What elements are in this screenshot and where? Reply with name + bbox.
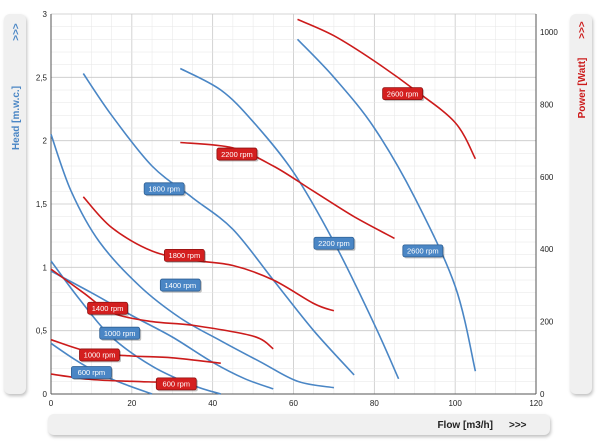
- power-curve: [50, 338, 221, 364]
- y-left-tick-label: 3: [43, 10, 48, 19]
- head-curve: [50, 270, 274, 390]
- head-rpm-label: 600 rpm: [71, 366, 113, 380]
- grid: [50, 13, 537, 395]
- label-text: 1800 rpm: [169, 251, 201, 260]
- y-left-axis-arrow: >>>: [11, 23, 22, 41]
- label-box: [155, 377, 197, 391]
- label-text: 1000 rpm: [104, 329, 136, 338]
- power-curve: [82, 196, 335, 312]
- y-right-axis-arrow: >>>: [577, 21, 588, 39]
- y-right-tick-label: 800: [540, 100, 554, 109]
- x-tick-label: 100: [448, 399, 462, 408]
- label-text: 600 rpm: [163, 380, 191, 389]
- label-text: 1800 rpm: [148, 185, 180, 194]
- left-axis-panel: [4, 14, 26, 394]
- y-right-tick-label: 600: [540, 173, 554, 182]
- label-box: [79, 348, 120, 362]
- head-curve: [179, 67, 400, 380]
- power-curve: [297, 18, 477, 160]
- head-rpm-label: 2600 rpm: [402, 244, 445, 259]
- y-left-tick-label: 2,5: [36, 73, 48, 82]
- head-rpm-label: 1800 rpm: [143, 182, 186, 197]
- y-left-tick-label: 2: [43, 137, 48, 146]
- label-text: 1400 rpm: [164, 281, 196, 290]
- right-axis-panel: [570, 14, 592, 394]
- head-curves: [50, 38, 477, 395]
- y-right-tick-label: 0: [540, 390, 545, 399]
- y-left-tick-label: 0: [43, 390, 48, 399]
- y-left-tick-label: 1: [43, 263, 48, 272]
- label-text: 2600 rpm: [407, 247, 439, 256]
- label-box: [99, 326, 141, 340]
- label-box: [87, 301, 128, 315]
- y-left-tick-label: 0,5: [36, 327, 48, 336]
- y-left-axis-title: Head [m.w.c.]: [11, 86, 22, 150]
- x-axis-panel: [48, 414, 550, 435]
- power-curve: [50, 268, 274, 350]
- x-tick-label: 40: [208, 399, 217, 408]
- x-tick-label: 60: [289, 399, 298, 408]
- label-text: 1400 rpm: [92, 304, 124, 313]
- power-curve: [50, 373, 157, 383]
- power-rpm-label: 1000 rpm: [79, 348, 121, 363]
- label-box: [382, 87, 424, 101]
- y-right-tick-label: 400: [540, 245, 554, 254]
- power-rpm-label: 1800 rpm: [163, 248, 206, 263]
- head-curve: [50, 134, 335, 389]
- x-axis-title: Flow [m3/h]: [437, 420, 493, 431]
- label-text: 600 rpm: [78, 368, 106, 377]
- x-axis-arrow: >>>: [509, 420, 527, 431]
- label-box: [143, 182, 185, 196]
- label-box: [163, 248, 205, 262]
- head-rpm-label: 2200 rpm: [313, 236, 356, 251]
- label-text: 1000 rpm: [84, 351, 116, 360]
- label-box: [216, 147, 258, 161]
- x-tick-label: 0: [49, 399, 54, 408]
- label-text: 2200 rpm: [221, 150, 253, 159]
- label-box: [313, 236, 355, 250]
- x-tick-label: 20: [127, 399, 136, 408]
- label-text: 2200 rpm: [318, 239, 350, 248]
- y-right-axis-title: Power [Watt]: [577, 58, 588, 119]
- head-curve: [296, 38, 477, 372]
- axes: [50, 14, 537, 395]
- head-rpm-label: 1400 rpm: [159, 278, 202, 293]
- power-rpm-label: 1400 rpm: [87, 301, 130, 316]
- y-right-tick-label: 1000: [540, 28, 558, 37]
- power-rpm-label: 2600 rpm: [382, 87, 425, 102]
- x-tick-label: 80: [370, 399, 379, 408]
- power-rpm-label: 600 rpm: [155, 377, 198, 392]
- tick-labels: 0 20 40 60 80 100 12000,511,522,53020040060080…: [36, 10, 558, 408]
- rpm-labels: 600 rpm 1000 rpm 1400 rpm 1800 rpm 2200 rpm 2…: [71, 87, 445, 392]
- head-curve: [82, 73, 355, 376]
- x-tick-label: 120: [529, 399, 543, 408]
- y-left-tick-label: 1,5: [36, 200, 48, 209]
- label-box: [402, 244, 444, 258]
- y-right-tick-label: 200: [540, 318, 554, 327]
- label-box: [159, 278, 201, 292]
- label-box: [71, 366, 112, 379]
- head-rpm-label: 1000 rpm: [99, 326, 142, 341]
- power-curve: [180, 141, 395, 240]
- label-text: 2600 rpm: [387, 89, 419, 98]
- power-rpm-label: 2200 rpm: [216, 147, 259, 162]
- power-curves: [50, 18, 477, 383]
